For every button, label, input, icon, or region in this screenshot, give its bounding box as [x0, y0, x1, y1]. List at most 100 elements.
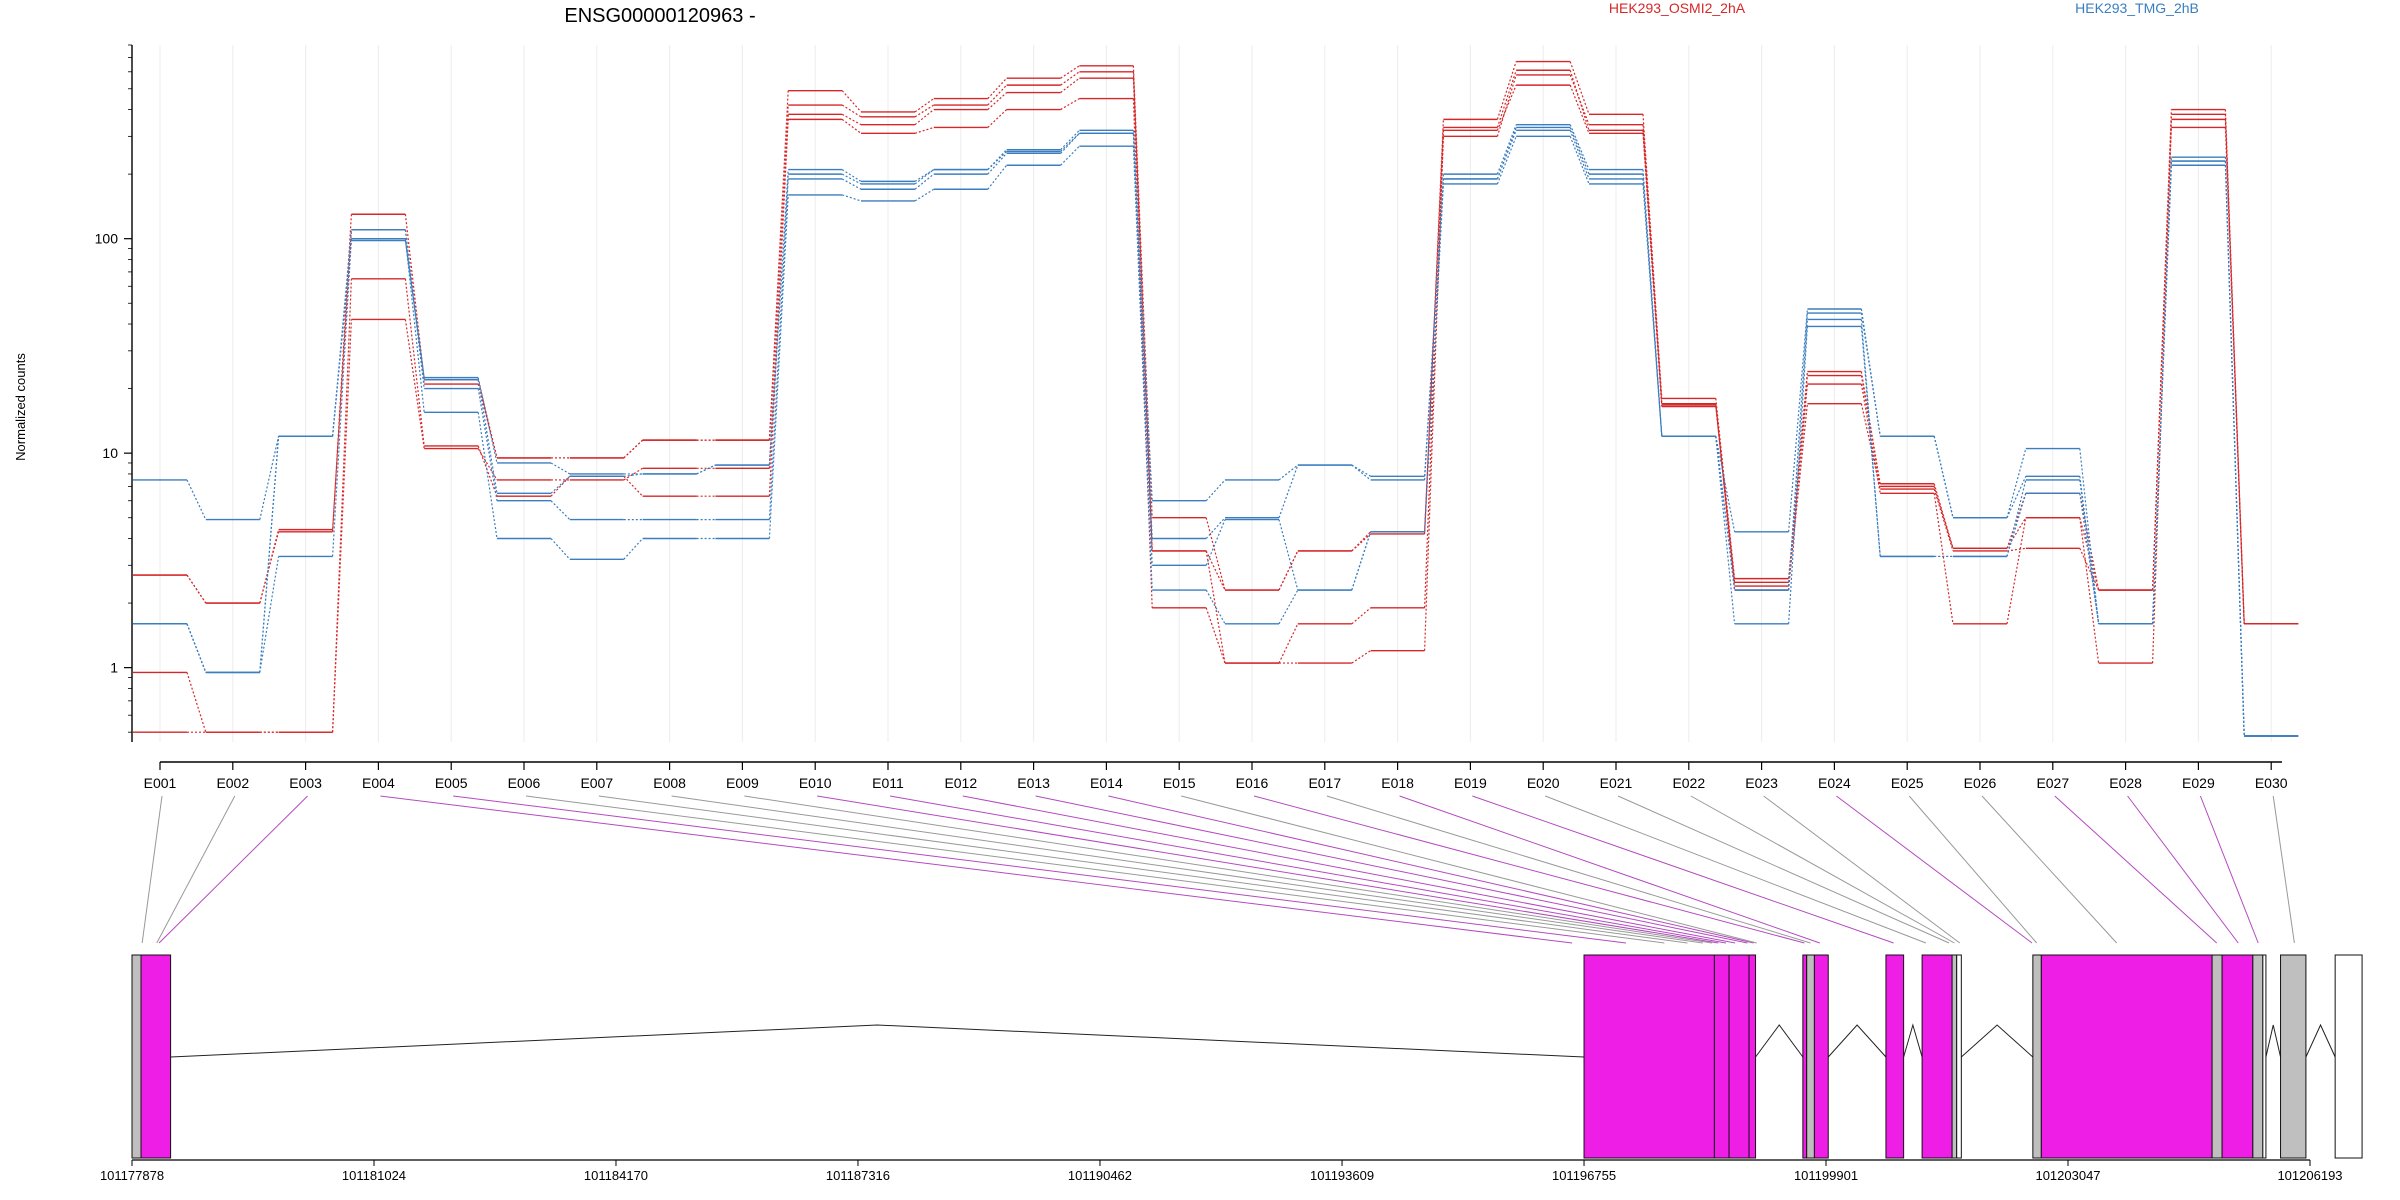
connector-E012 [962, 795, 1736, 944]
exon-block-20 [2280, 954, 2307, 1159]
series-6-connector-E020 [1569, 136, 1590, 185]
series-2-connector-E011 [914, 109, 935, 126]
x-tick-label-E021: E021 [1600, 775, 1633, 791]
connector-E003 [158, 795, 308, 944]
x-tick-label-E011: E011 [872, 775, 904, 791]
series-8-connector-E001 [186, 623, 207, 673]
connector-E007 [598, 795, 1688, 944]
connector-E028 [2127, 795, 2239, 944]
x-tick-label-E009: E009 [726, 775, 759, 791]
series-3-connector-E006 [550, 475, 571, 497]
connector-E002 [156, 795, 236, 944]
series-6-connector-E007 [623, 538, 644, 560]
series-6-connector-E003 [332, 238, 352, 557]
series-3-connector-E007 [623, 475, 644, 497]
series-4-connector-E027 [2079, 517, 2100, 591]
series-7-connector-E010 [841, 178, 862, 190]
connector-E027 [2054, 795, 2218, 944]
x-tick-label-E023: E023 [1745, 775, 1778, 791]
series-4-connector-E029 [2224, 114, 2245, 624]
x-tick-label-E027: E027 [2036, 775, 2069, 791]
coordinate-label-101193609: 101193609 [1310, 1168, 1374, 1183]
x-tick-label-E014: E014 [1090, 775, 1123, 791]
series-4-connector-E007 [623, 439, 644, 459]
series-3-connector-E020 [1569, 84, 1590, 134]
series-6-connector-E022 [1715, 436, 1736, 624]
series-6-connector-E027 [2079, 493, 2100, 624]
connector-E004 [380, 795, 1573, 944]
series-3 [133, 84, 2299, 733]
x-tick-label-E001: E001 [144, 775, 177, 791]
series-4-connector-E002 [259, 529, 280, 604]
series-8-connector-E022 [1715, 436, 1736, 591]
series-6-connector-E019 [1496, 136, 1517, 185]
y-tick-label-10: 10 [102, 445, 118, 461]
series-6-connector-E012 [987, 164, 1008, 190]
x-tick-label-E019: E019 [1454, 775, 1487, 791]
x-tick-label-E015: E015 [1163, 775, 1196, 791]
y-axis-ticks: 1 10 100 [95, 44, 132, 733]
series-3-connector-E004 [404, 278, 425, 447]
connector-E008 [671, 795, 1703, 944]
series-2-connector-E015 [1205, 550, 1226, 664]
legend-label-osmi2: HEK293_OSMI2_2hA [1609, 0, 1746, 16]
series-6-connector-E010 [842, 194, 862, 202]
series-5-connector-E014 [1132, 130, 1153, 501]
series-6-connector-E002 [259, 556, 280, 673]
series-5-connector-E013 [1060, 129, 1080, 151]
series-8-connector-E025 [1933, 436, 1954, 518]
series-1-connector-E015 [1205, 517, 1226, 591]
series-8-connector-E016 [1278, 464, 1299, 518]
series-5-connector-E023 [1788, 308, 1808, 532]
coordinate-label-101187316: 101187316 [826, 1168, 890, 1183]
series-7-connector-E015 [1205, 519, 1226, 566]
series-1-connector-E012 [987, 77, 1008, 99]
series-2-connector-E018 [1424, 136, 1444, 651]
x-tick-label-E018: E018 [1381, 775, 1414, 791]
intron-connector [1827, 1024, 1887, 1058]
connector-E010 [817, 795, 1719, 944]
series-3-connector-E016 [1278, 623, 1299, 664]
x-tick-label-E025: E025 [1891, 775, 1924, 791]
series-5-connector-E015 [1205, 479, 1226, 502]
series-4-connector-E001 [186, 574, 207, 604]
connector-E023 [1763, 795, 1961, 944]
series-8-connector-E010 [841, 173, 862, 185]
series-4-connector-E016 [1278, 550, 1299, 591]
series-7-connector-E013 [1060, 132, 1080, 154]
series-7-connector-E026 [2006, 479, 2027, 557]
connector-E005 [453, 795, 1627, 944]
series-8-connector-E002 [259, 436, 280, 673]
x-tick-label-E028: E028 [2109, 775, 2142, 791]
series-6-connector-E005 [477, 412, 498, 539]
series-4-connector-E025 [1933, 483, 1954, 549]
series-3-connector-E011 [914, 126, 934, 134]
x-tick-label-E012: E012 [944, 775, 977, 791]
x-tick-label-E026: E026 [1964, 775, 1997, 791]
series-7-connector-E004 [404, 229, 425, 389]
series-8-connector-E013 [1060, 132, 1080, 152]
vertical-gridlines [159, 45, 2272, 742]
coordinate-label-101177878: 101177878 [100, 1168, 164, 1183]
series-8-connector-E003 [332, 238, 352, 437]
series-7-connector-E011 [914, 173, 935, 190]
connector-E014 [1108, 795, 1754, 944]
connector-E013 [1035, 795, 1748, 944]
series-4-connector-E017 [1351, 531, 1372, 552]
x-tick-label-E006: E006 [508, 775, 541, 791]
series-7-connector-E020 [1569, 130, 1590, 180]
series-4-connector-E024 [1860, 371, 1881, 484]
series-2-connector-E025 [1933, 493, 1954, 624]
x-axis-ticks: E001 E002 E003 E004 E005 E006 E007 E008 E009 E010… [144, 762, 2288, 791]
coordinate-label-101206193: 101206193 [2277, 1168, 2342, 1183]
series-3-connector-E019 [1496, 84, 1517, 131]
series-3-connector-E025 [1933, 488, 1954, 552]
legend-label-tmg: HEK293_TMG_2hB [2075, 0, 2199, 16]
exon-block-8 [1806, 954, 1815, 1159]
x-tick-label-E016: E016 [1236, 775, 1269, 791]
connector-E001 [141, 795, 163, 944]
coordinate-label-101203047: 101203047 [2035, 1168, 2100, 1183]
series-7-connector-E018 [1424, 178, 1444, 532]
exon-block-14 [2032, 954, 2042, 1159]
